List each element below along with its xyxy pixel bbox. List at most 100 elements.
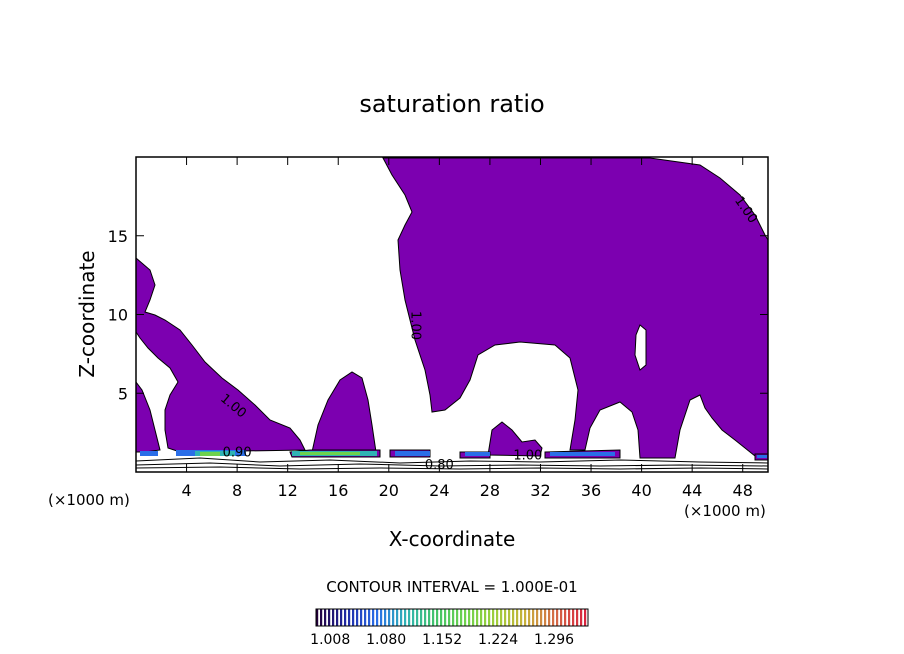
x-tick-label: 44: [682, 481, 702, 500]
colorbar-stripe: [332, 609, 335, 626]
colorbar-stripe: [436, 609, 439, 626]
colorbar-stripe: [384, 609, 387, 626]
band-blue-3: [395, 451, 430, 456]
colorbar-stripe: [584, 609, 587, 626]
fill-region-right-plume: [382, 157, 769, 461]
y-tick-label: 15: [108, 227, 128, 246]
colorbar-stripe: [336, 609, 339, 626]
colorbar-tick-label: 1.080: [366, 632, 406, 648]
colorbar-stripe: [564, 609, 567, 626]
colorbar-stripe: [480, 609, 483, 626]
x-tick-label: 4: [181, 481, 191, 500]
colorbar-stripe: [468, 609, 471, 626]
colorbar-stripe: [444, 609, 447, 626]
colorbar-stripe: [392, 609, 395, 626]
colorbar-stripe: [356, 609, 359, 626]
colorbar-stripe: [380, 609, 383, 626]
chart-title: saturation ratio: [359, 90, 544, 118]
colorbar-stripe: [524, 609, 527, 626]
colorbar-stripe: [388, 609, 391, 626]
colorbar-stripe: [572, 609, 575, 626]
contour-label: 1.00: [513, 448, 542, 463]
colorbar-stripe: [536, 609, 539, 626]
colorbar-stripe: [348, 609, 351, 626]
colorbar-stripe: [516, 609, 519, 626]
colorbar-stripe: [428, 609, 431, 626]
colorbar-stripe: [512, 609, 515, 626]
contour-interval-text: CONTOUR INTERVAL = 1.000E-01: [326, 578, 577, 596]
x-tick-label: 20: [379, 481, 399, 500]
colorbar-stripe: [560, 609, 563, 626]
x-tick-label: 32: [530, 481, 550, 500]
contour-label: 0.90: [223, 445, 252, 460]
x-tick-label: 24: [429, 481, 449, 500]
colorbar-stripe: [448, 609, 451, 626]
fill-region-mid-peak: [311, 371, 377, 453]
x-tick-label: 12: [278, 481, 298, 500]
colorbar-stripe: [500, 609, 503, 626]
colorbar-stripe: [368, 609, 371, 626]
colorbar-stripe: [340, 609, 343, 626]
colorbar-tick-label: 1.296: [534, 632, 574, 648]
colorbar-stripe: [508, 609, 511, 626]
colorbar-stripe: [532, 609, 535, 626]
colorbar-stripe: [492, 609, 495, 626]
band-green-1: [300, 452, 360, 455]
colorbar-stripe: [548, 609, 551, 626]
colorbar-stripe: [576, 609, 579, 626]
colorbar-stripe: [364, 609, 367, 626]
colorbar-stripe: [408, 609, 411, 626]
colorbar-stripe: [464, 609, 467, 626]
colorbar-stripe: [440, 609, 443, 626]
colorbar-stripe: [360, 609, 363, 626]
colorbar-tick-label: 1.008: [310, 632, 350, 648]
y-axis-ticks: 5 10 15: [108, 227, 768, 403]
x-tick-label: 16: [328, 481, 348, 500]
colorbar-stripe: [412, 609, 415, 626]
colorbar-stripe: [328, 609, 331, 626]
colorbar-stripe: [484, 609, 487, 626]
colorbar-stripe: [396, 609, 399, 626]
colorbar-stripe: [460, 609, 463, 626]
colorbar-stripe: [324, 609, 327, 626]
ground-contour-lines: [135, 457, 769, 470]
x-tick-label: 40: [631, 481, 651, 500]
x-axis-label: X-coordinate: [389, 527, 516, 551]
colorbar-tick-label: 1.224: [478, 632, 518, 648]
band-green-2: [200, 452, 220, 456]
colorbar-frame: [315, 608, 589, 627]
band-blue-4: [465, 452, 490, 456]
colorbar-stripe: [456, 609, 459, 626]
colorbar-stripe: [320, 609, 323, 626]
fill-region-edge-strip: [135, 380, 161, 453]
clear-hole: [634, 324, 647, 371]
x-unit-right: (×1000 m): [684, 502, 766, 520]
colorbar-stripe: [416, 609, 419, 626]
colorbar-stripe: [344, 609, 347, 626]
colorbar-stripe: [568, 609, 571, 626]
colorbar-stripe: [544, 609, 547, 626]
fill-region-left-plume: [135, 256, 306, 453]
colorbar-stripe: [452, 609, 455, 626]
colorbar-stripe: [528, 609, 531, 626]
colorbar-stripe: [424, 609, 427, 626]
colorbar: [315, 608, 589, 627]
colorbar-stripe: [316, 609, 319, 626]
colorbar-stripe: [420, 609, 423, 626]
colorbar-stripe: [352, 609, 355, 626]
y-tick-label: 10: [108, 306, 128, 325]
colorbar-stripe: [556, 609, 559, 626]
colorbar-stripe: [540, 609, 543, 626]
y-tick-label: 5: [118, 384, 128, 403]
band-blue-1: [140, 451, 158, 456]
contour-label: 1.00: [408, 311, 423, 340]
x-axis-ticks: 4 8 12 16 20 24 28 32 36 40 44 48: [181, 157, 753, 500]
band-blue-5: [550, 452, 615, 456]
colorbar-tick-labels: 1.008 1.080 1.152 1.224 1.296: [310, 632, 574, 648]
x-tick-label: 28: [480, 481, 500, 500]
x-tick-label: 8: [232, 481, 242, 500]
colorbar-stripe: [472, 609, 475, 626]
x-tick-label: 36: [581, 481, 601, 500]
high-value-bands: [140, 450, 767, 458]
